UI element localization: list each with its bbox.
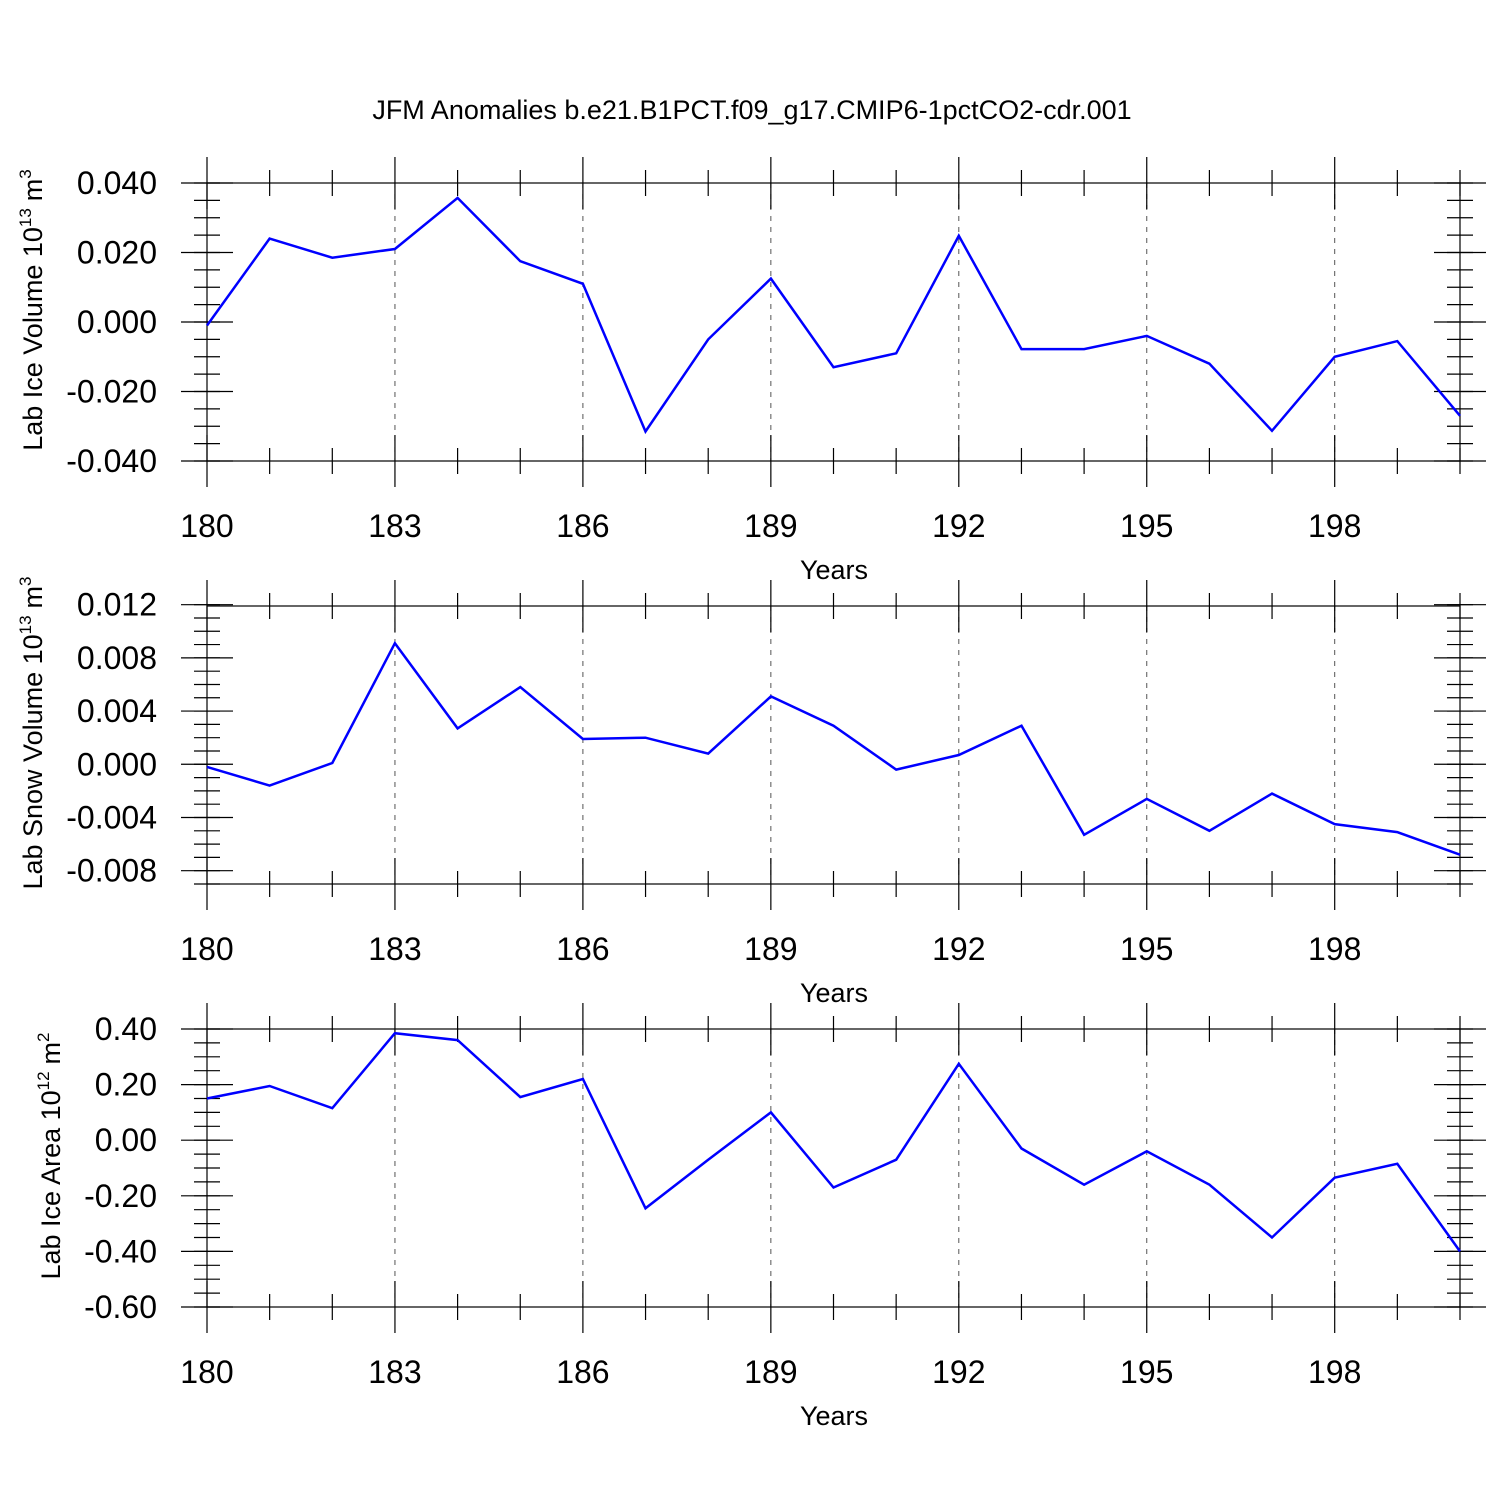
axis-ticks bbox=[181, 1003, 1486, 1333]
x-tick-labels: 180 183 186 189 192 195 198 bbox=[180, 1354, 1361, 1390]
y-tick-label: 0.008 bbox=[77, 640, 157, 676]
x-tick-label: 180 bbox=[180, 508, 233, 544]
x-tick-label: 183 bbox=[368, 1354, 421, 1390]
y-tick-label: -0.004 bbox=[66, 799, 157, 835]
x-tick-label: 186 bbox=[556, 508, 609, 544]
y-tick-labels: -0.008 -0.004 0.000 0.004 0.008 0.012 bbox=[66, 587, 157, 889]
x-axis-title: Years bbox=[800, 555, 868, 585]
x-axis-title: Years bbox=[800, 1401, 868, 1431]
x-tick-label: 189 bbox=[744, 1354, 797, 1390]
x-tick-label: 186 bbox=[556, 931, 609, 967]
y-axis-title: Lab Ice Volume 1013m3 bbox=[16, 169, 48, 451]
y-tick-label: 0.004 bbox=[77, 693, 157, 729]
x-tick-label: 189 bbox=[744, 931, 797, 967]
x-tick-label: 198 bbox=[1308, 508, 1361, 544]
y-tick-label: 0.000 bbox=[77, 304, 157, 340]
grid-lines bbox=[394, 1029, 1336, 1307]
panel-ice-volume: -0.040 -0.020 0.000 0.020 0.040 180 183 186 189… bbox=[16, 157, 1486, 585]
y-tick-labels: -0.040 -0.020 0.000 0.020 0.040 bbox=[66, 165, 157, 479]
x-tick-label: 192 bbox=[932, 508, 985, 544]
x-tick-label: 183 bbox=[368, 508, 421, 544]
x-axis-title: Years bbox=[800, 978, 868, 1008]
x-tick-label: 198 bbox=[1308, 931, 1361, 967]
y-axis-title: Lab Ice Area 1012m2 bbox=[34, 1032, 66, 1279]
plot-frame bbox=[206, 182, 1461, 462]
plot-frame bbox=[206, 605, 1461, 885]
y-tick-label: -0.20 bbox=[84, 1178, 157, 1214]
axis-ticks bbox=[181, 580, 1486, 910]
x-tick-label: 195 bbox=[1120, 931, 1173, 967]
x-tick-label: 180 bbox=[180, 1354, 233, 1390]
x-tick-label: 192 bbox=[932, 931, 985, 967]
grid-lines bbox=[394, 606, 1336, 884]
figure-title: JFM Anomalies b.e21.B1PCT.f09_g17.CMIP6-… bbox=[372, 95, 1131, 125]
y-tick-label: -0.020 bbox=[66, 374, 157, 410]
ice-area-series-line bbox=[206, 1031, 1462, 1253]
x-tick-label: 183 bbox=[368, 931, 421, 967]
x-tick-label: 186 bbox=[556, 1354, 609, 1390]
x-tick-label: 198 bbox=[1308, 1354, 1361, 1390]
y-tick-label: -0.040 bbox=[66, 443, 157, 479]
x-tick-labels: 180 183 186 189 192 195 198 bbox=[180, 508, 1361, 544]
snow-volume-series-line bbox=[206, 640, 1461, 856]
x-tick-label: 195 bbox=[1120, 1354, 1173, 1390]
y-tick-label: -0.008 bbox=[66, 853, 157, 889]
y-tick-label: 0.20 bbox=[95, 1067, 157, 1103]
x-tick-label: 192 bbox=[932, 1354, 985, 1390]
axis-ticks bbox=[181, 157, 1486, 487]
y-tick-label: -0.40 bbox=[84, 1233, 157, 1269]
x-tick-labels: 180 183 186 189 192 195 198 bbox=[180, 931, 1361, 967]
grid-lines bbox=[394, 183, 1336, 461]
x-tick-label: 189 bbox=[744, 508, 797, 544]
y-axis-title: Lab Snow Volume 1013m3 bbox=[16, 576, 48, 889]
x-tick-label: 195 bbox=[1120, 508, 1173, 544]
ice-volume-series-line bbox=[205, 196, 1461, 435]
y-tick-label: 0.040 bbox=[77, 165, 157, 201]
y-tick-label: 0.40 bbox=[95, 1011, 157, 1047]
y-tick-label: 0.020 bbox=[77, 235, 157, 271]
plot-frame bbox=[206, 1028, 1461, 1308]
y-tick-label: -0.60 bbox=[84, 1289, 157, 1325]
y-tick-label: 0.000 bbox=[77, 746, 157, 782]
y-tick-labels: -0.60 -0.40 -0.20 0.00 0.20 0.40 bbox=[84, 1011, 157, 1325]
y-tick-label: 0.00 bbox=[95, 1122, 157, 1158]
x-tick-label: 180 bbox=[180, 931, 233, 967]
panel-ice-area: -0.60 -0.40 -0.20 0.00 0.20 0.40 180 183 186 189… bbox=[34, 1003, 1486, 1431]
y-tick-label: 0.012 bbox=[77, 587, 157, 623]
